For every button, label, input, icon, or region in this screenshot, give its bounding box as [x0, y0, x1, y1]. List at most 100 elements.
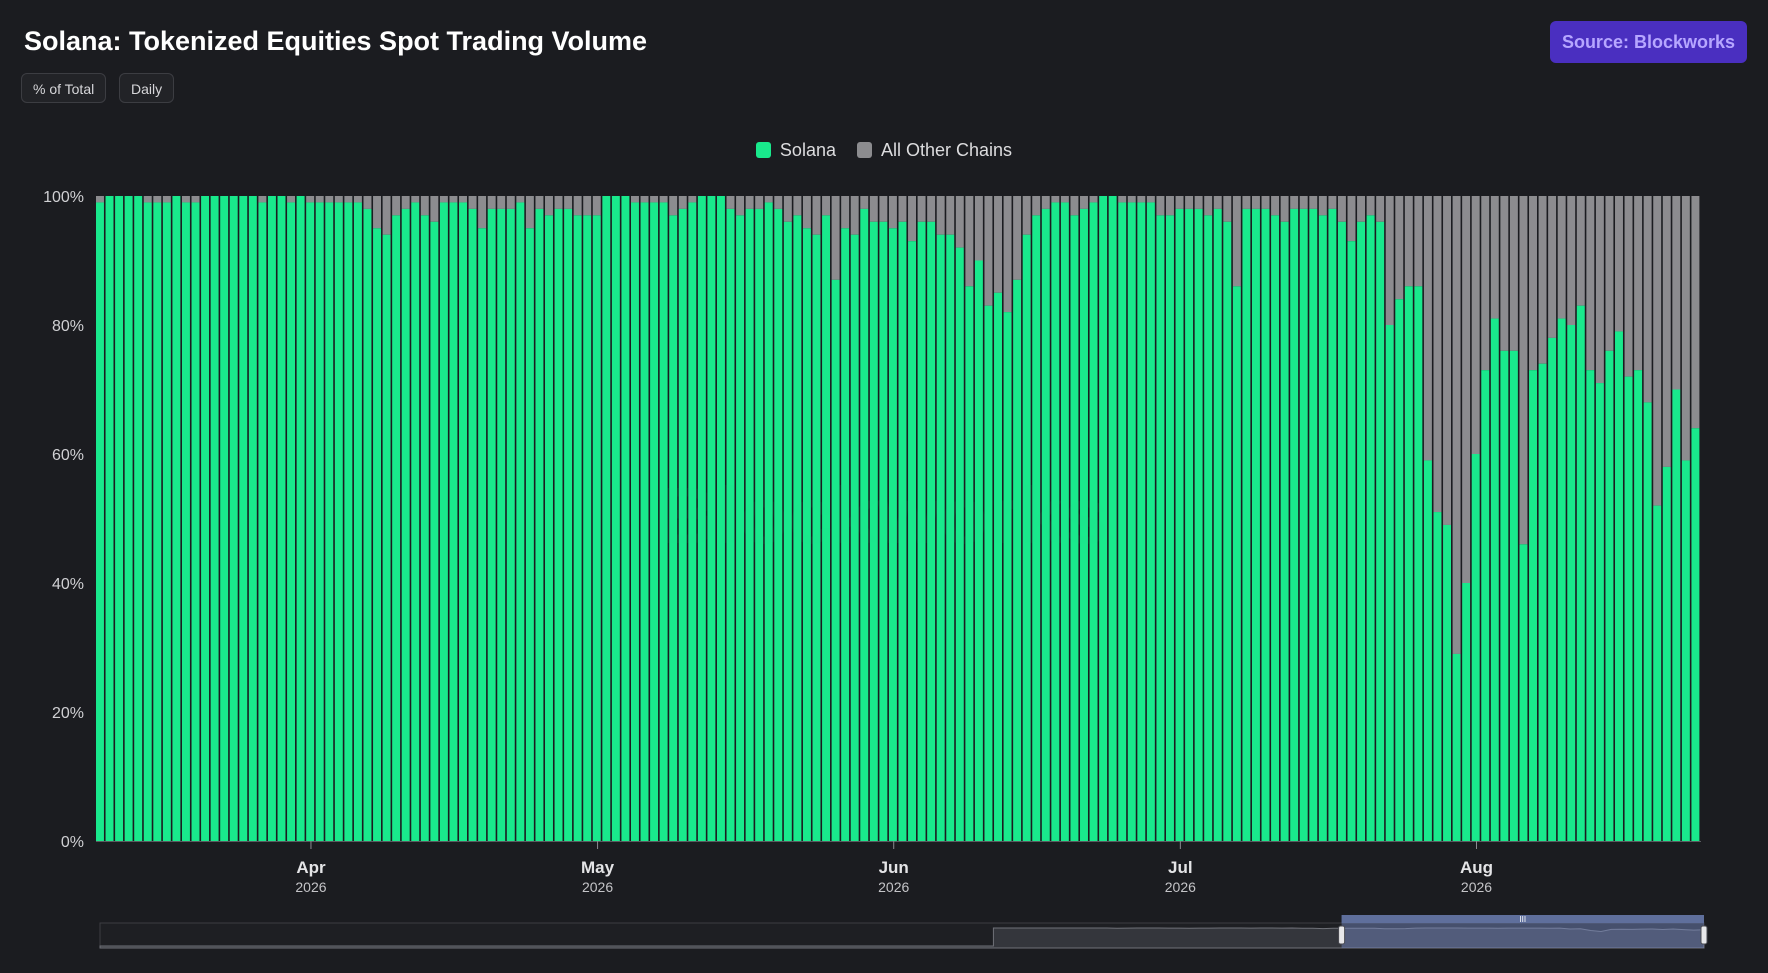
bar-solana [888, 228, 897, 841]
bar-other-chains [382, 196, 391, 235]
bar-solana [678, 208, 687, 841]
bar-other-chains [640, 196, 649, 203]
bar-other-chains [592, 196, 601, 216]
bar-solana [306, 202, 315, 841]
bar-solana [1357, 221, 1366, 842]
page-title: Solana: Tokenized Equities Spot Trading … [24, 26, 648, 56]
bar-solana [267, 196, 276, 841]
bar-solana [181, 202, 190, 841]
legend-swatch-solana [755, 142, 771, 158]
bar-solana [564, 208, 573, 841]
bar-solana [783, 221, 792, 842]
bar-solana [621, 196, 630, 841]
bar-other-chains [468, 196, 477, 209]
bar-other-chains [1653, 196, 1662, 506]
bar-solana [1576, 305, 1585, 841]
x-tick-year: 2026 [1461, 879, 1492, 895]
bar-other-chains [420, 196, 429, 216]
bar-solana [344, 202, 353, 841]
bar-other-chains [1404, 196, 1413, 287]
bar-solana [1185, 208, 1194, 841]
bar-solana [774, 208, 783, 841]
navigator-handle-right[interactable] [1700, 925, 1708, 945]
bar-other-chains [401, 196, 410, 209]
bar-solana [363, 208, 372, 841]
x-tick-year: 2026 [295, 879, 326, 895]
legend-item-solana[interactable]: Solana [755, 140, 836, 161]
bar-other-chains [1166, 196, 1174, 216]
navigator-grip-icon[interactable]: III [1519, 915, 1526, 924]
bar-solana [707, 196, 716, 841]
range-navigator[interactable]: III [99, 915, 1708, 949]
bar-solana [1299, 208, 1308, 841]
bar-solana [1022, 234, 1031, 841]
bar-other-chains [1127, 196, 1136, 203]
bar-other-chains [143, 196, 152, 203]
bar-solana [1261, 208, 1270, 841]
bar-other-chains [1185, 196, 1194, 209]
bar-other-chains [755, 196, 764, 209]
bar-solana [1060, 202, 1069, 841]
bar-solana [382, 234, 391, 841]
bar-other-chains [459, 196, 467, 203]
bar-other-chains [1156, 196, 1165, 216]
bar-solana [191, 202, 200, 841]
source-button[interactable]: Source: Blockworks [1549, 21, 1747, 63]
bar-other-chains [344, 196, 353, 203]
bar-other-chains [1376, 196, 1385, 222]
bar-solana [908, 241, 916, 841]
bar-other-chains [1194, 196, 1203, 209]
bar-solana [726, 208, 735, 841]
bar-solana [1586, 370, 1595, 841]
daily-interval-toggle[interactable]: Daily [119, 73, 175, 103]
bar-solana [430, 221, 439, 842]
bar-other-chains [812, 196, 821, 235]
navigator-scrollbar[interactable] [1341, 915, 1704, 923]
bar-solana [1519, 544, 1528, 841]
percent-of-total-toggle[interactable]: % of Total [21, 73, 107, 103]
bar-solana [1318, 215, 1327, 842]
bar-other-chains [392, 196, 401, 216]
bar-other-chains [1595, 196, 1604, 384]
bar-solana [1653, 505, 1662, 841]
bar-other-chains [1041, 196, 1050, 209]
bar-solana [1529, 370, 1537, 841]
bar-solana [334, 202, 343, 841]
bar-solana [1290, 208, 1299, 841]
x-tick-year: 2026 [878, 879, 909, 895]
x-tick-month: May [581, 858, 615, 877]
bar-solana [602, 196, 611, 841]
bar-other-chains [1328, 196, 1337, 209]
chart-legend: Solana All Other Chains [0, 140, 1768, 161]
bar-solana [1041, 208, 1050, 841]
bar-other-chains [1615, 196, 1623, 332]
bar-solana [1395, 299, 1404, 841]
bar-solana [802, 228, 811, 841]
legend-item-other-chains[interactable]: All Other Chains [857, 140, 1012, 161]
bar-other-chains [908, 196, 916, 242]
bar-other-chains [306, 196, 315, 203]
bar-solana [688, 202, 697, 841]
bar-other-chains [1271, 196, 1280, 216]
bar-solana [468, 208, 477, 841]
bar-other-chains [841, 196, 850, 229]
bar-group [96, 196, 1700, 842]
bar-solana [239, 196, 248, 841]
bar-solana [1232, 286, 1241, 841]
bar-other-chains [1366, 196, 1375, 216]
bar-other-chains [1481, 196, 1490, 371]
bar-solana [96, 202, 104, 841]
bar-solana [1462, 583, 1471, 841]
bar-solana [497, 208, 506, 841]
bar-solana [984, 305, 993, 841]
bar-other-chains [783, 196, 792, 222]
bar-solana [153, 202, 162, 841]
bar-other-chains [1318, 196, 1327, 216]
bar-other-chains [1347, 196, 1356, 242]
x-tick-month: Jun [879, 858, 909, 877]
bar-solana [793, 215, 802, 842]
navigator-handle-left[interactable] [1338, 925, 1346, 945]
bar-solana [1404, 286, 1413, 841]
bar-solana [736, 215, 745, 842]
bar-other-chains [917, 196, 926, 222]
